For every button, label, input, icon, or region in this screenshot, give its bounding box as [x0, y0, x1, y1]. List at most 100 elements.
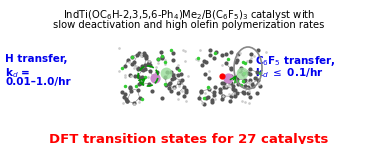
Point	[177, 82, 183, 84]
Point	[220, 95, 226, 97]
Point	[198, 90, 204, 92]
Point	[124, 100, 130, 102]
Point	[201, 103, 207, 105]
Point	[211, 91, 217, 93]
Point	[244, 60, 250, 62]
Text: k$_d$ $\leq$ 0.1/hr: k$_d$ $\leq$ 0.1/hr	[255, 66, 324, 80]
Point	[209, 101, 215, 103]
Point	[162, 59, 168, 61]
Point	[136, 83, 142, 85]
Point	[116, 47, 122, 49]
Point	[256, 82, 262, 85]
Point	[202, 73, 208, 75]
Point	[236, 69, 242, 72]
Point	[234, 59, 240, 61]
Point	[257, 85, 263, 88]
Point	[135, 54, 141, 57]
Point	[169, 78, 175, 80]
Point	[232, 76, 238, 78]
Text: 0.01–1.0/hr: 0.01–1.0/hr	[5, 77, 71, 87]
Text: C$_6$F$_5$ transfer,: C$_6$F$_5$ transfer,	[255, 54, 336, 68]
Point	[225, 58, 231, 61]
Point	[196, 97, 202, 100]
Text: H transfer,: H transfer,	[5, 54, 68, 64]
Point	[155, 58, 161, 60]
Point	[163, 72, 169, 74]
Point	[256, 49, 262, 51]
Point	[228, 67, 234, 69]
Point	[145, 76, 151, 78]
Point	[155, 58, 161, 60]
Text: DFT transition states for 27 catalysts: DFT transition states for 27 catalysts	[49, 133, 329, 144]
Point	[228, 51, 234, 53]
Point	[175, 74, 181, 76]
Point	[201, 97, 207, 100]
Point	[129, 56, 135, 58]
Point	[206, 77, 212, 80]
Point	[136, 52, 143, 55]
Point	[123, 98, 129, 100]
Point	[232, 95, 238, 97]
Point	[139, 75, 146, 78]
Point	[254, 71, 260, 73]
Point	[158, 51, 164, 53]
Point	[142, 54, 148, 57]
Point	[198, 64, 204, 66]
Text: slow deactivation and high olefin polymerization rates: slow deactivation and high olefin polyme…	[53, 20, 325, 30]
Point	[246, 90, 252, 92]
Point	[131, 103, 137, 105]
Point	[150, 76, 156, 79]
Point	[242, 101, 248, 103]
Point	[248, 56, 254, 59]
Point	[228, 75, 234, 78]
Point	[127, 87, 133, 90]
Point	[127, 86, 133, 88]
Point	[132, 75, 138, 77]
Point	[162, 76, 168, 78]
Point	[239, 72, 245, 74]
Point	[180, 49, 186, 51]
Point	[221, 82, 227, 84]
Point	[128, 90, 134, 93]
Point	[162, 63, 168, 65]
Point	[135, 89, 141, 91]
Point	[238, 67, 244, 69]
Point	[227, 81, 233, 84]
Point	[168, 90, 174, 92]
Point	[171, 77, 177, 79]
Point	[179, 79, 185, 81]
Point	[175, 64, 181, 66]
Point	[248, 83, 254, 85]
Point	[127, 74, 133, 76]
Point	[175, 92, 181, 94]
Point	[197, 49, 203, 51]
Point	[135, 68, 141, 70]
Point	[122, 85, 129, 87]
Point	[158, 54, 164, 57]
Point	[239, 100, 245, 102]
Point	[159, 57, 165, 60]
Point	[240, 72, 246, 75]
Point	[149, 89, 155, 92]
Point	[136, 96, 143, 99]
Point	[120, 102, 126, 104]
Point	[246, 101, 252, 104]
Point	[243, 87, 249, 89]
Point	[202, 92, 208, 94]
Point	[242, 79, 248, 81]
Point	[160, 56, 166, 58]
Point	[176, 81, 182, 83]
Point	[183, 100, 189, 103]
Point	[122, 74, 129, 77]
Point	[242, 80, 248, 83]
Point	[240, 79, 246, 82]
Point	[220, 86, 226, 88]
Point	[226, 100, 232, 103]
Point	[219, 98, 225, 100]
Point	[135, 67, 141, 70]
Point	[166, 83, 172, 85]
Point	[242, 62, 248, 64]
Point	[217, 91, 223, 93]
Point	[152, 77, 158, 79]
Point	[206, 70, 212, 72]
